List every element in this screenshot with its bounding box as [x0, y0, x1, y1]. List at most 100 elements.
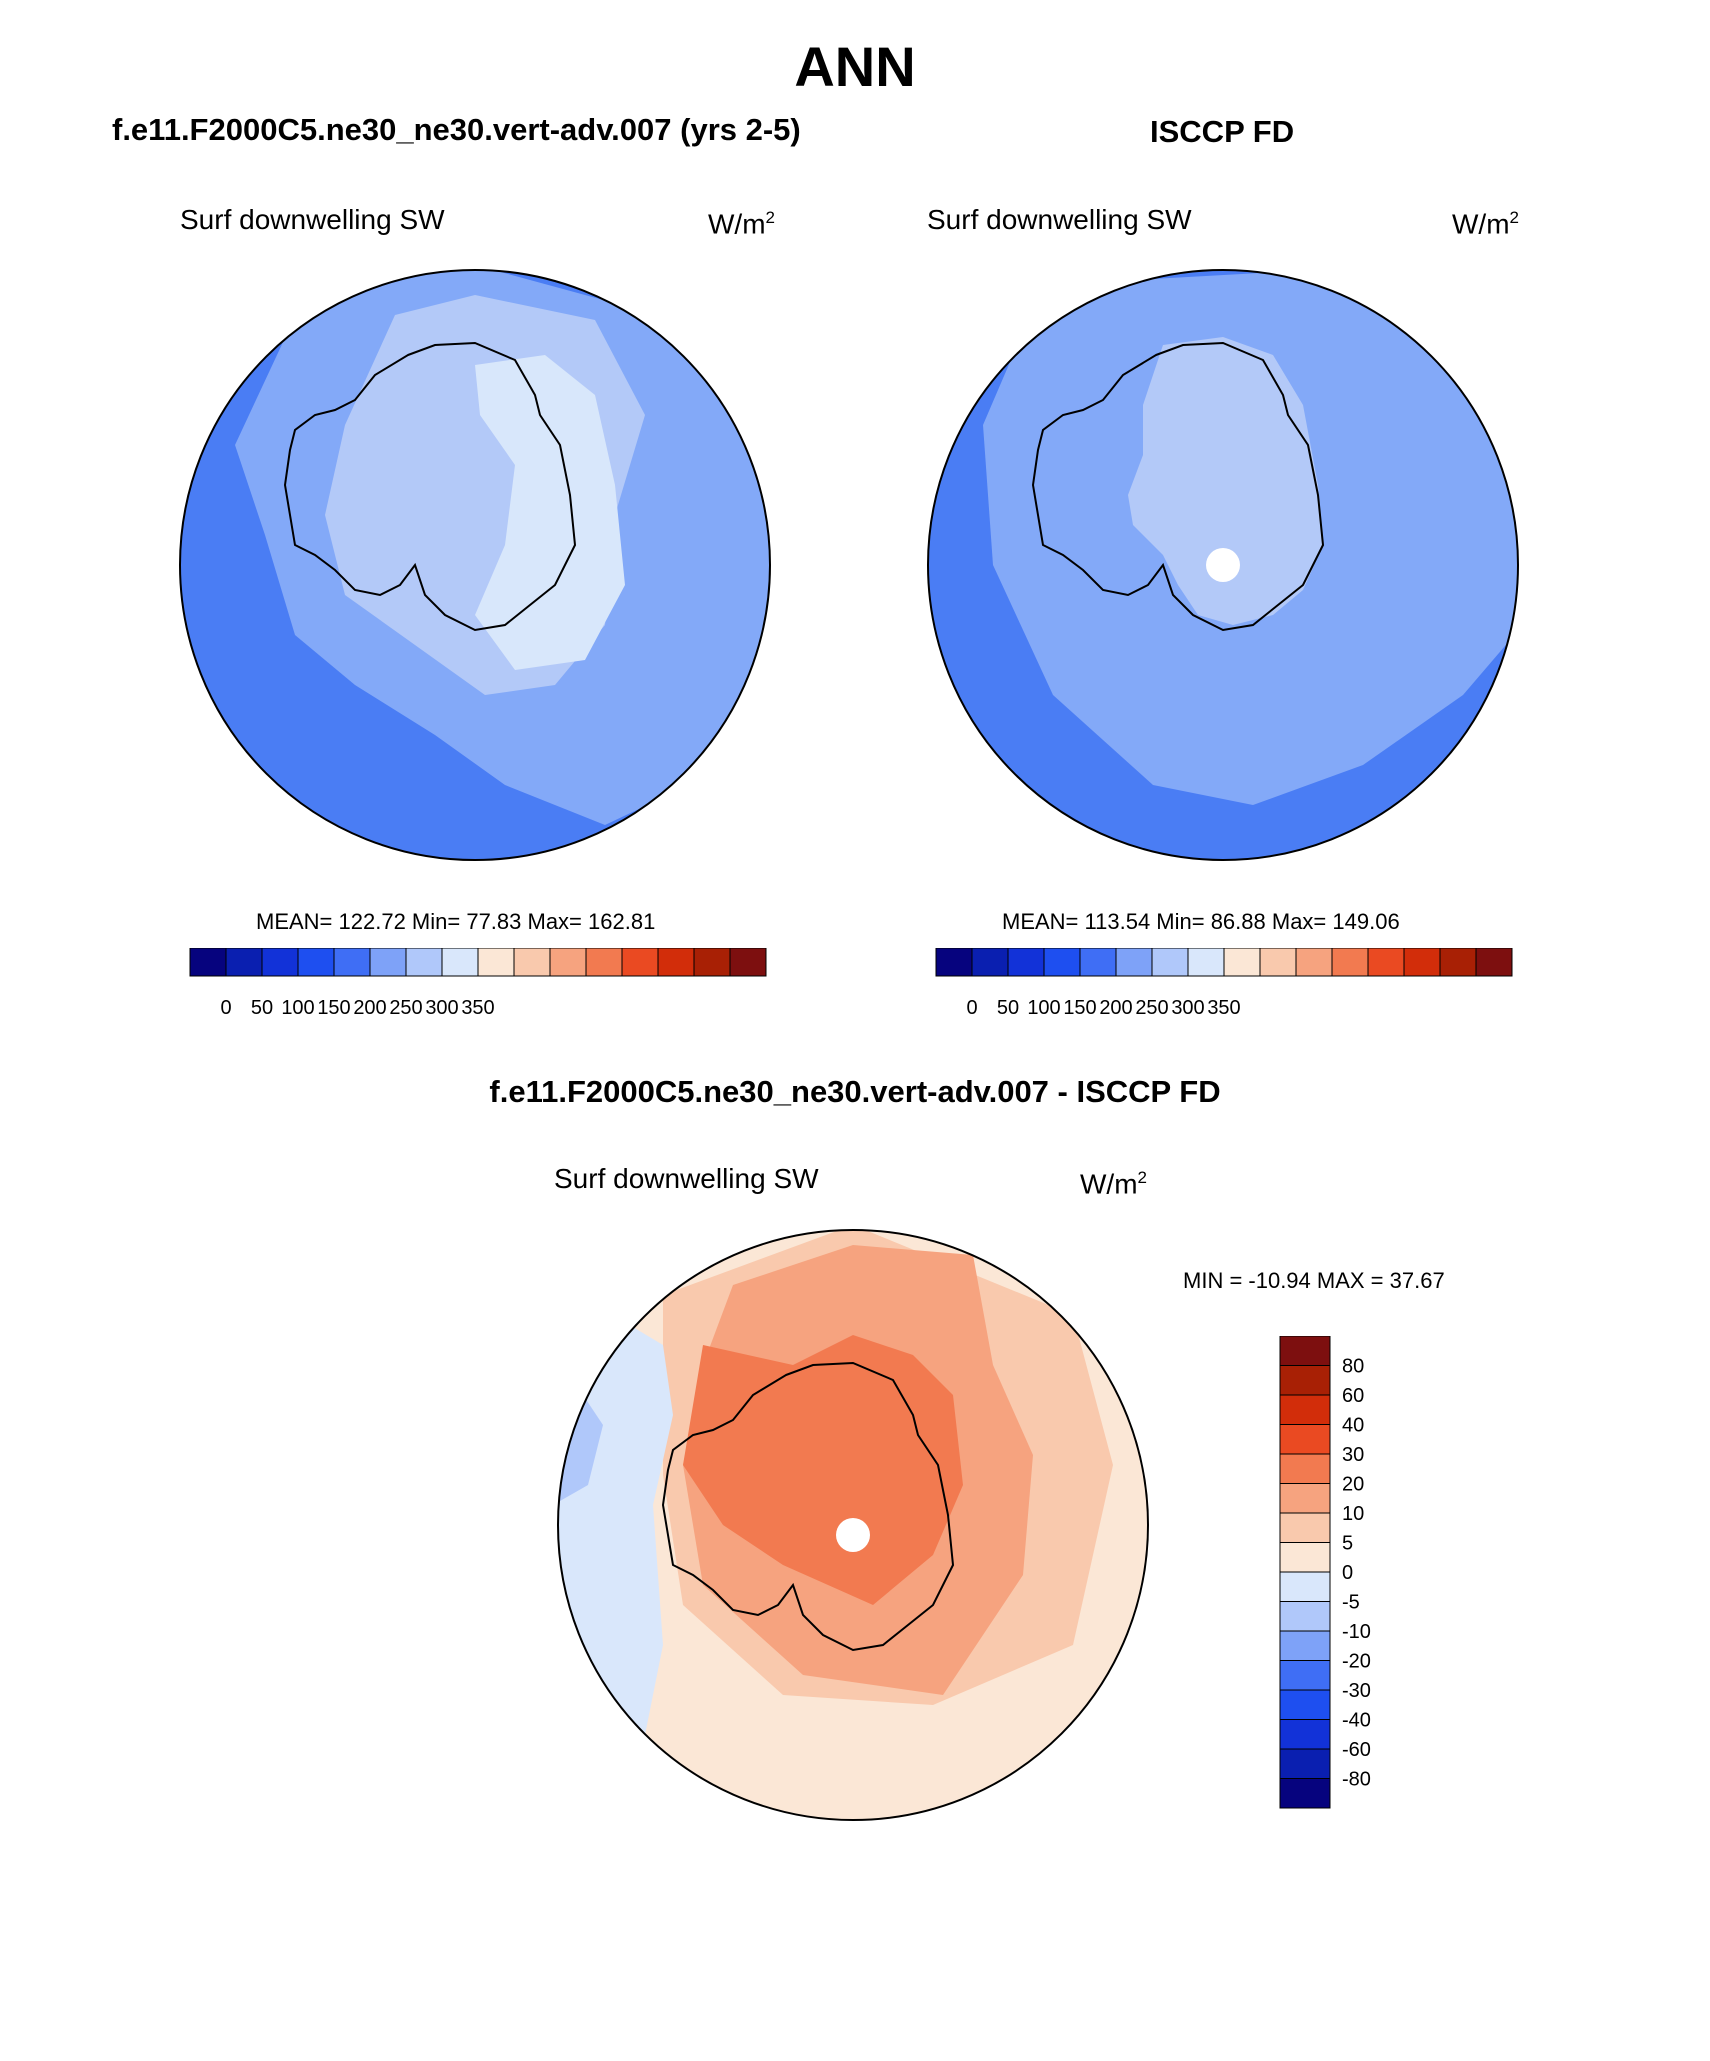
model-units-label: W/m2	[708, 208, 775, 240]
diff-colorbar-label: 80	[1342, 1356, 1364, 1378]
model-units: W/m	[708, 208, 766, 240]
obs-colorbar-label: 100	[1027, 997, 1060, 1019]
model-colorbar-box	[261, 948, 299, 977]
diff-colorbar-box	[1279, 1512, 1331, 1543]
diff-colorbar-box	[1279, 1571, 1331, 1602]
diff-colorbar-label: 0	[1342, 1562, 1353, 1584]
obs-colorbar-box	[971, 948, 1009, 977]
model-colorbar-label: 300	[425, 997, 458, 1019]
diff-colorbar-label: -60	[1342, 1739, 1371, 1761]
diff-colorbar-box	[1279, 1424, 1331, 1455]
model-colorbar-label: 350	[461, 997, 494, 1019]
diff-stats: MIN = -10.94 MAX = 37.67	[1183, 1268, 1445, 1293]
obs-colorbar-label: 350	[1207, 997, 1240, 1019]
model-colorbar-box	[693, 948, 731, 977]
diff-colorbar-box	[1279, 1453, 1331, 1484]
obs-colorbar-label: 150	[1063, 997, 1096, 1019]
model-colorbar-box	[225, 948, 263, 977]
model-colorbar-box	[297, 948, 335, 977]
diff-colorbar-box	[1279, 1689, 1331, 1720]
diff-coastline	[661, 1361, 955, 1652]
diff-colorbar-label: -5	[1342, 1592, 1360, 1614]
obs-colorbar-label: 50	[997, 997, 1019, 1019]
diff-colorbar-label: 5	[1342, 1533, 1353, 1555]
obs-colorbar-box	[1331, 948, 1369, 977]
diff-strong-positive	[683, 1335, 963, 1605]
model-map	[179, 269, 771, 861]
diff-colorbar-label: -30	[1342, 1680, 1371, 1702]
model-colorbar-label: 0	[220, 997, 231, 1019]
obs-colorbar-box	[1079, 948, 1117, 977]
model-colorbar-box	[477, 948, 515, 977]
model-colorbar-label: 250	[389, 997, 422, 1019]
obs-pole-missing	[1206, 548, 1240, 582]
obs-colorbar-box	[1151, 948, 1189, 977]
obs-panel-header: ISCCP FD	[1150, 114, 1295, 149]
model-colorbar-box	[621, 948, 659, 977]
obs-map-border	[927, 269, 1519, 861]
model-colorbar-box	[585, 948, 623, 977]
obs-colorbar-box	[1439, 948, 1477, 977]
obs-colorbar-box	[1007, 948, 1045, 977]
obs-stats: MEAN= 113.54 Min= 86.88 Max= 149.06	[1002, 909, 1400, 934]
model-colorbar-box	[405, 948, 443, 977]
obs-colorbar: 0 50 100 150 200 250 300 350	[935, 948, 1513, 1019]
model-colorbar: 0 50 100 150 200 250 300 350	[189, 948, 767, 1019]
obs-colorbar-box	[1403, 948, 1441, 977]
diff-colorbar-label: -10	[1342, 1621, 1371, 1643]
model-variable-label: Surf downwelling SW	[180, 204, 445, 235]
diff-units-label: W/m2	[1080, 1168, 1147, 1200]
obs-colorbar-box	[935, 948, 973, 977]
diff-colorbar-box	[1279, 1365, 1331, 1396]
model-coastline	[283, 341, 577, 632]
obs-continent	[1128, 337, 1323, 625]
diff-colorbar-label: 40	[1342, 1415, 1364, 1437]
diff-units: W/m	[1080, 1168, 1138, 1200]
obs-colorbar-box	[1115, 948, 1153, 977]
model-units-exponent: 2	[765, 208, 775, 227]
diff-colorbar-label: -80	[1342, 1769, 1371, 1791]
diff-pole-missing	[836, 1518, 870, 1552]
model-map-border	[179, 269, 771, 861]
diff-colorbar-label: -40	[1342, 1710, 1371, 1732]
obs-colorbar-label: 200	[1099, 997, 1132, 1019]
model-colorbar-label: 150	[317, 997, 350, 1019]
obs-colorbar-box	[1223, 948, 1261, 977]
obs-units-label: W/m2	[1452, 208, 1519, 240]
diff-colorbar-box	[1279, 1719, 1331, 1750]
model-colorbar-box	[729, 948, 767, 977]
diff-colorbar-box	[1279, 1394, 1331, 1425]
diff-colorbar-box	[1279, 1778, 1331, 1809]
model-colorbar-box	[513, 948, 551, 977]
diff-colorbar: 80 60 40 30 20 10 5 0 -5 -10 -20 -30 -40 -60 -80	[1279, 1336, 1371, 1809]
obs-colorbar-box	[1043, 948, 1081, 977]
model-colorbar-box	[549, 948, 587, 977]
diff-colorbar-label: 30	[1342, 1444, 1364, 1466]
diff-units-exponent: 2	[1137, 1168, 1147, 1187]
diff-variable-label: Surf downwelling SW	[554, 1163, 819, 1194]
obs-map	[927, 269, 1519, 861]
diff-colorbar-label: 60	[1342, 1385, 1364, 1407]
obs-coastline	[1031, 341, 1325, 632]
obs-colorbar-box	[1475, 948, 1513, 977]
model-colorbar-label: 100	[281, 997, 314, 1019]
model-colorbar-box	[189, 948, 227, 977]
diff-colorbar-box	[1279, 1601, 1331, 1632]
diff-map	[557, 1229, 1149, 1821]
obs-colorbar-label: 250	[1135, 997, 1168, 1019]
obs-colorbar-box	[1259, 948, 1297, 977]
model-colorbar-box	[333, 948, 371, 977]
model-stats: MEAN= 122.72 Min= 77.83 Max= 162.81	[256, 909, 656, 934]
diff-colorbar-label: -20	[1342, 1651, 1371, 1673]
obs-colorbar-box	[1367, 948, 1405, 977]
obs-colorbar-box	[1187, 948, 1225, 977]
obs-colorbar-label: 300	[1171, 997, 1204, 1019]
diff-colorbar-box	[1279, 1630, 1331, 1661]
obs-colorbar-label: 0	[966, 997, 977, 1019]
diff-colorbar-label: 20	[1342, 1474, 1364, 1496]
model-colorbar-box	[441, 948, 479, 977]
page-title: ANN	[794, 35, 916, 98]
obs-variable-label: Surf downwelling SW	[927, 204, 1192, 235]
obs-units-exponent: 2	[1509, 208, 1519, 227]
diff-colorbar-label: 10	[1342, 1503, 1364, 1525]
